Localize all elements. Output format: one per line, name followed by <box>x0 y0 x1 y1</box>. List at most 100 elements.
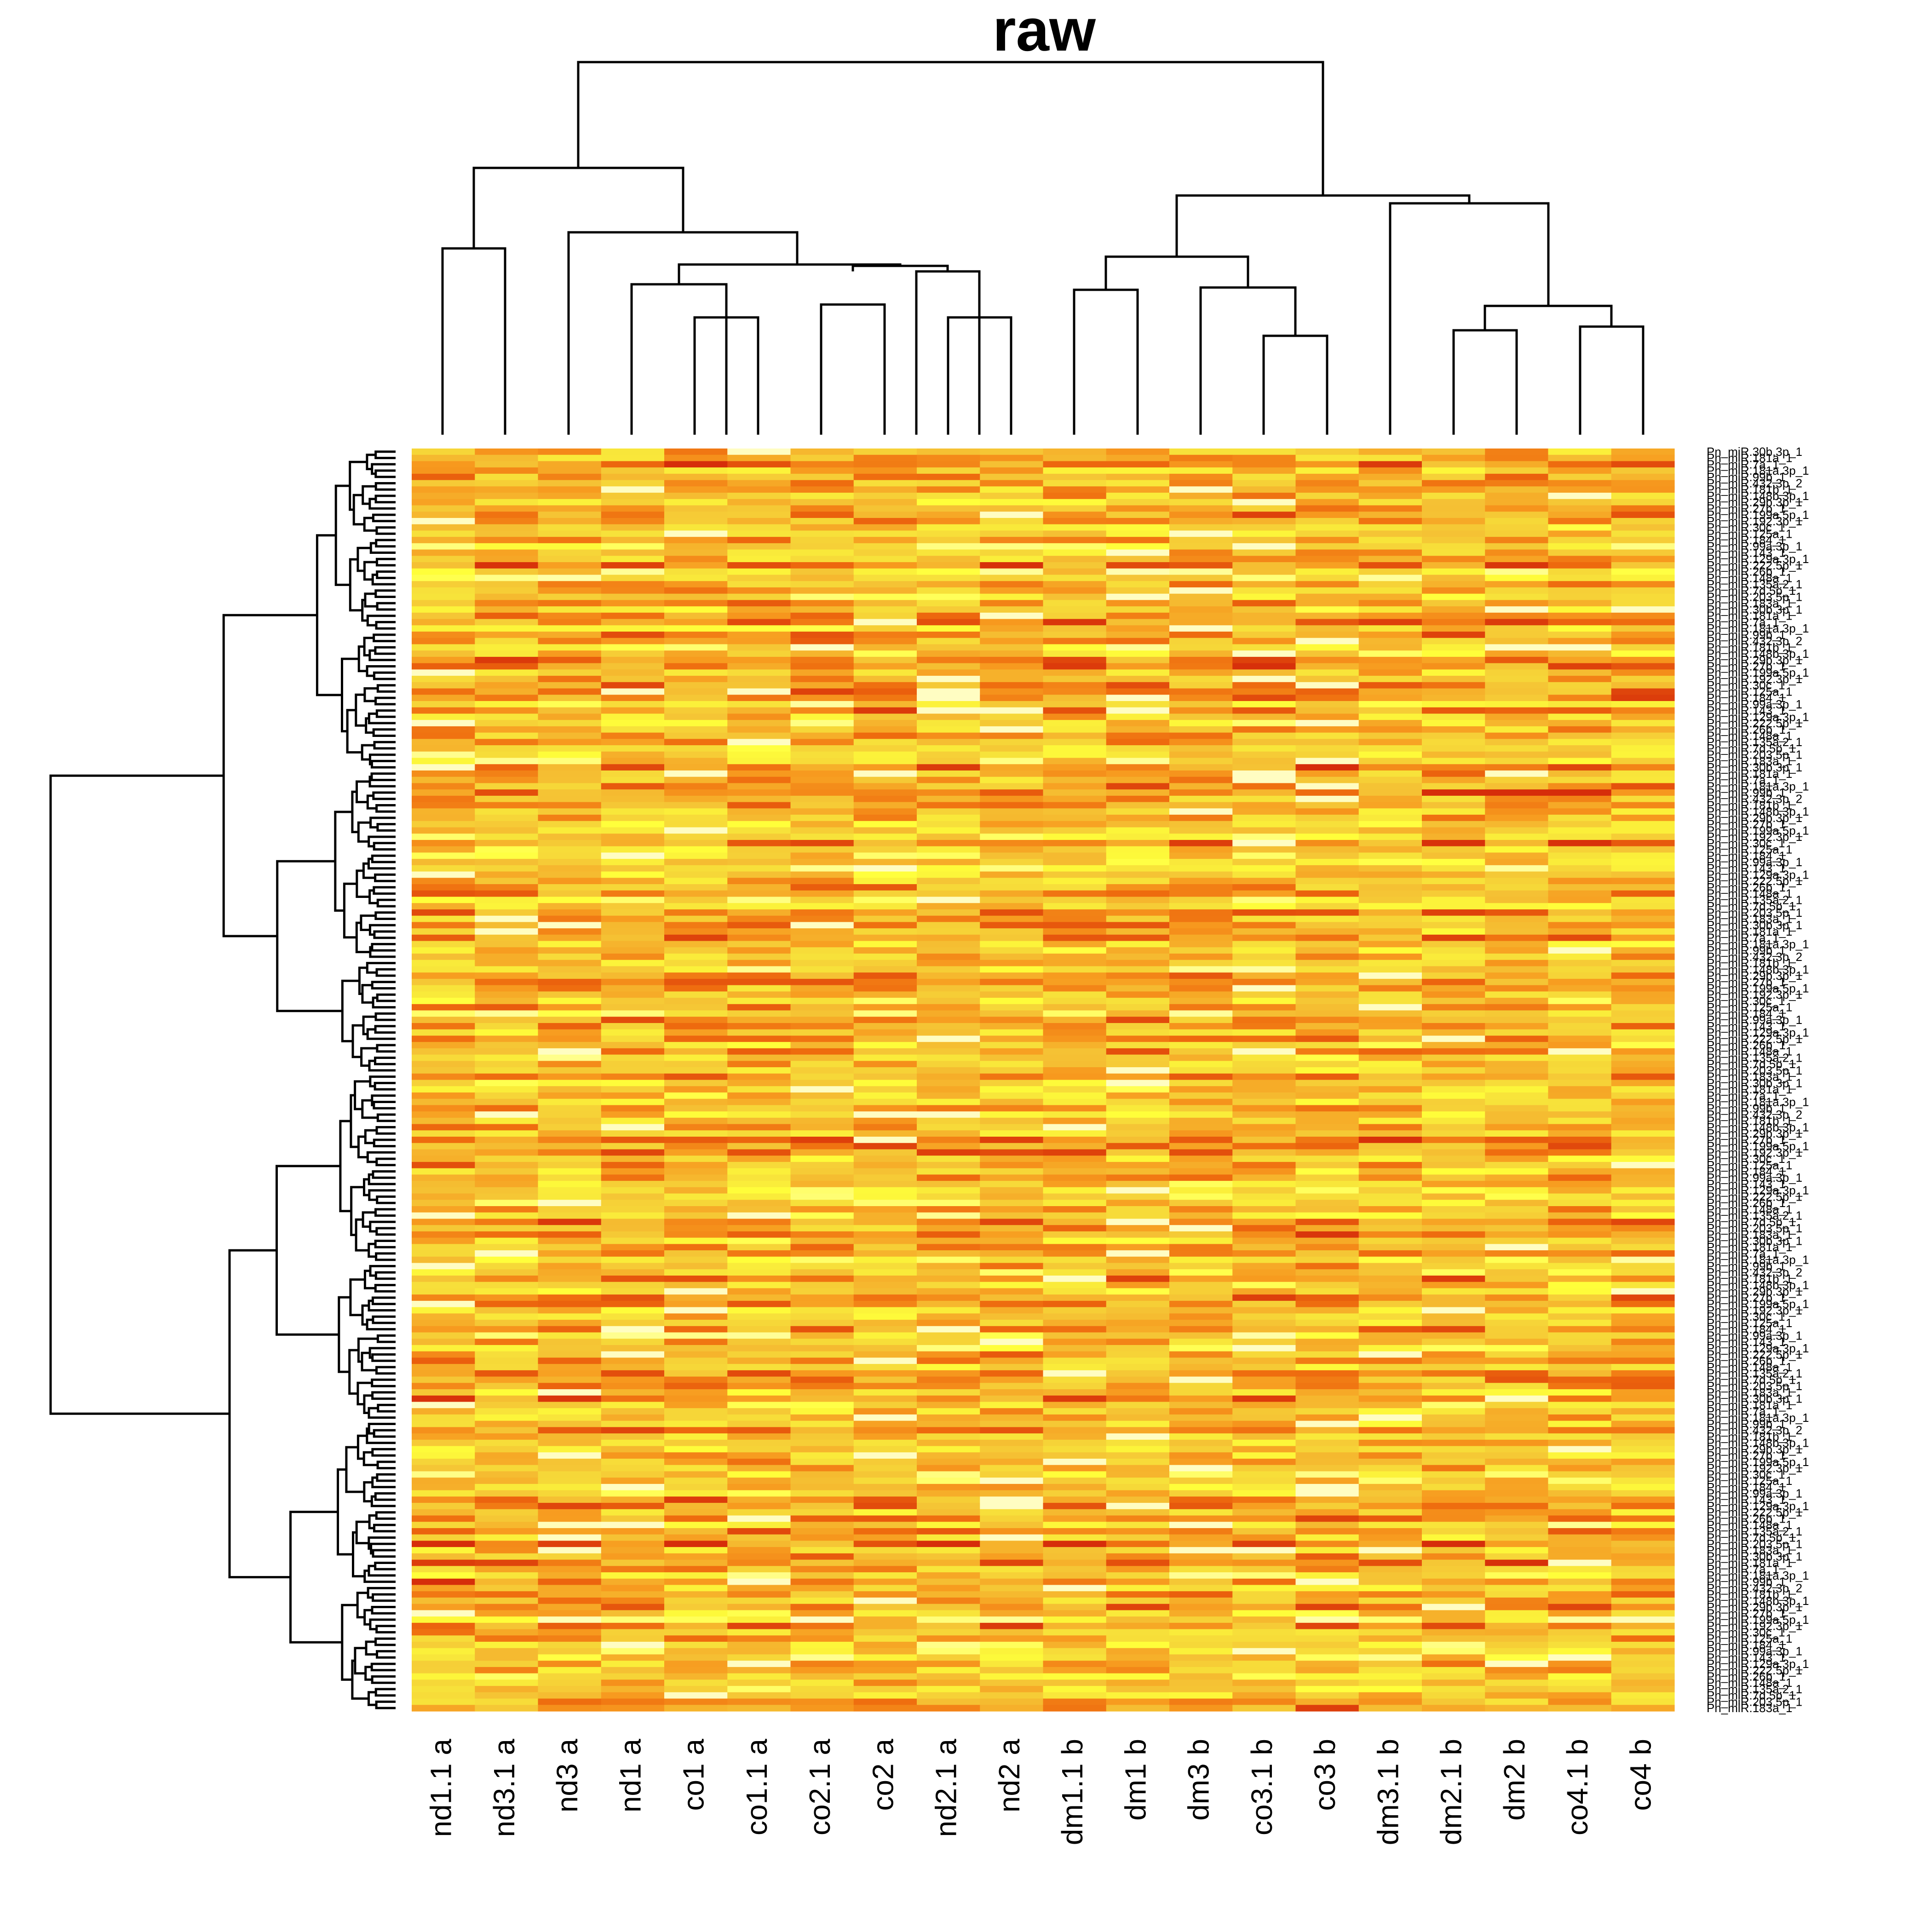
heatmap-cell <box>1295 1698 1359 1705</box>
heatmap-cell <box>475 1452 539 1459</box>
heatmap-cell <box>1485 1452 1549 1459</box>
heatmap-cell <box>601 1629 665 1636</box>
heatmap-cell <box>1169 720 1233 727</box>
heatmap-cell <box>917 1073 980 1081</box>
heatmap-cell <box>917 1098 980 1105</box>
heatmap-cell <box>980 720 1044 727</box>
heatmap-cell <box>1169 1389 1233 1396</box>
heatmap-cell <box>475 1200 539 1207</box>
heatmap-cell <box>664 1149 728 1156</box>
heatmap-cell <box>1043 966 1107 973</box>
column-label: dm1.1 b <box>1056 1739 1089 1845</box>
dendrogram-branch <box>372 513 396 523</box>
heatmap-cell <box>538 1200 602 1207</box>
heatmap-cell <box>980 1698 1044 1705</box>
heatmap-cell <box>538 1263 602 1270</box>
heatmap-cell <box>790 1004 854 1011</box>
dendrogram-branch <box>357 645 367 673</box>
heatmap-cell <box>1169 1673 1233 1680</box>
heatmap-cell <box>412 632 475 638</box>
heatmap-cell <box>1106 1698 1170 1705</box>
heatmap-cell <box>1422 991 1485 998</box>
heatmap-cell <box>1295 1048 1359 1055</box>
heatmap-cell <box>1358 688 1422 695</box>
heatmap-cell <box>412 758 475 765</box>
heatmap-cell <box>917 1023 980 1030</box>
heatmap-cell <box>1295 707 1359 714</box>
heatmap-cell <box>1232 991 1296 998</box>
heatmap-cell <box>790 1572 854 1579</box>
heatmap-cell <box>980 1174 1044 1181</box>
row-label: Pn_miR.181a_1 <box>1707 1398 1792 1412</box>
heatmap-cell <box>1106 1629 1170 1636</box>
heatmap-cell <box>412 1553 475 1560</box>
heatmap-cell <box>1169 1414 1233 1421</box>
heatmap-cell <box>1043 865 1107 872</box>
heatmap-cell <box>1358 448 1422 455</box>
heatmap-cell <box>664 1559 728 1566</box>
row-label: Pn_miR.199a.5p_1 <box>1707 1613 1809 1627</box>
row-label: Pn_miR.148b.3p_1 <box>1707 647 1809 661</box>
heatmap-cell <box>475 1515 539 1522</box>
heatmap-cell <box>412 871 475 878</box>
heatmap-cell <box>1295 1408 1359 1415</box>
heatmap-cell <box>601 1610 665 1617</box>
heatmap-cell <box>1358 1616 1422 1623</box>
heatmap-cell <box>412 1566 475 1573</box>
heatmap-cell <box>475 1654 539 1661</box>
heatmap-cell <box>853 827 917 834</box>
heatmap-cell <box>980 1635 1044 1642</box>
heatmap-cell <box>1106 871 1170 878</box>
heatmap-cell <box>1169 1528 1233 1535</box>
heatmap-cell <box>1422 1048 1485 1055</box>
heatmap-cell <box>853 890 917 897</box>
heatmap-cell <box>1232 1459 1296 1466</box>
heatmap-cell <box>1548 676 1612 683</box>
heatmap-cell <box>980 1572 1044 1579</box>
heatmap-cell <box>412 1061 475 1068</box>
heatmap-cell <box>980 1439 1044 1447</box>
heatmap-cell <box>727 815 791 822</box>
heatmap-cell <box>1106 1604 1170 1610</box>
heatmap-cell <box>1358 1256 1422 1264</box>
heatmap-cell <box>1295 448 1359 455</box>
heatmap-cell <box>475 1528 539 1535</box>
heatmap-cell <box>601 1351 665 1358</box>
heatmap-cell <box>1043 1364 1107 1371</box>
row-label: Pn_miR.7a_1 <box>1707 773 1779 787</box>
heatmap-cell <box>412 656 475 664</box>
heatmap-cell <box>1485 1244 1549 1251</box>
heatmap-cell <box>1169 493 1233 500</box>
heatmap-cell <box>1295 480 1359 487</box>
heatmap-cell <box>1106 454 1170 462</box>
heatmap-cell <box>1169 1029 1233 1036</box>
heatmap-cell <box>538 543 602 550</box>
row-label: Pn_miR.7d.5p_1 <box>1707 899 1796 913</box>
row-label: Pn_miR.192.3p_1 <box>1707 1461 1802 1475</box>
heatmap-cell <box>1106 1370 1170 1377</box>
heatmap-cell <box>790 1452 854 1459</box>
heatmap-cell <box>1232 707 1296 714</box>
heatmap-cell <box>664 720 728 727</box>
heatmap-cell <box>980 524 1044 531</box>
heatmap-cell <box>727 865 791 872</box>
heatmap-cell <box>980 530 1044 537</box>
heatmap-cell <box>1358 650 1422 657</box>
heatmap-cell <box>1611 1661 1675 1668</box>
heatmap-cell <box>601 1149 665 1156</box>
heatmap-cell <box>790 928 854 935</box>
heatmap-cell <box>601 732 665 739</box>
heatmap-cell <box>538 1029 602 1036</box>
heatmap-cell <box>1422 638 1485 645</box>
heatmap-cell <box>1422 1282 1485 1289</box>
heatmap-cell <box>664 1705 728 1712</box>
heatmap-cell <box>727 1528 791 1535</box>
heatmap-cell <box>1358 720 1422 727</box>
heatmap-cell <box>412 600 475 607</box>
row-label: Pn_miR.143_1 <box>1707 1493 1786 1506</box>
heatmap-cell <box>664 1029 728 1036</box>
heatmap-cell <box>1422 467 1485 474</box>
heatmap-cell <box>853 1149 917 1156</box>
heatmap-cell <box>1548 915 1612 922</box>
heatmap-cell <box>1422 865 1485 872</box>
